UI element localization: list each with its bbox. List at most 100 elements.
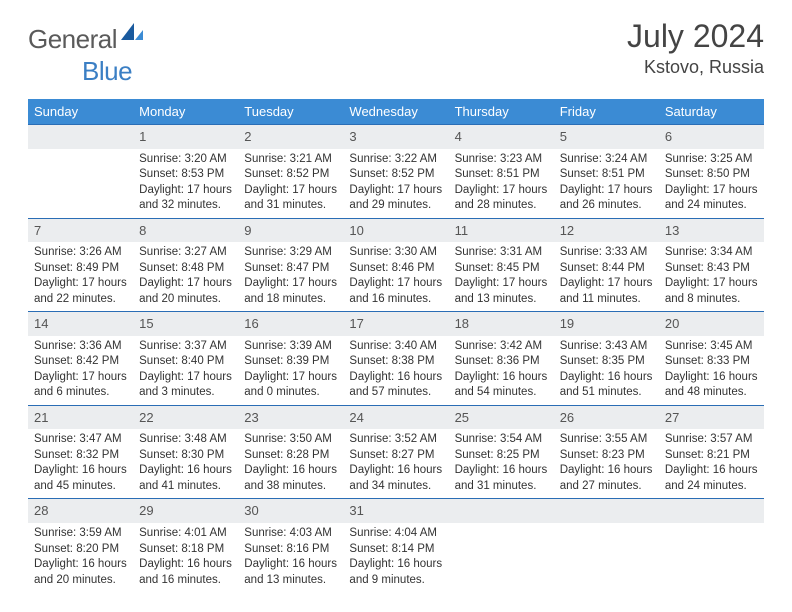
day-body: Sunrise: 3:33 AMSunset: 8:44 PMDaylight:…: [554, 242, 659, 311]
day-number: 14: [28, 312, 133, 336]
sunrise-text: Sunrise: 3:22 AM: [349, 152, 442, 168]
daylight-text: Daylight: 17 hours and 0 minutes.: [244, 370, 337, 401]
day-number: 22: [133, 406, 238, 430]
calendar-week: 7Sunrise: 3:26 AMSunset: 8:49 PMDaylight…: [28, 218, 764, 312]
day-body: Sunrise: 3:59 AMSunset: 8:20 PMDaylight:…: [28, 523, 133, 592]
day-number: 1: [133, 125, 238, 149]
day-number: 13: [659, 219, 764, 243]
day-number: 8: [133, 219, 238, 243]
day-header: Friday: [554, 99, 659, 125]
day-body: Sunrise: 3:20 AMSunset: 8:53 PMDaylight:…: [133, 149, 238, 218]
sunset-text: Sunset: 8:47 PM: [244, 261, 337, 277]
sunset-text: Sunset: 8:23 PM: [560, 448, 653, 464]
day-number: [449, 499, 554, 523]
calendar-cell: [554, 499, 659, 592]
day-body: Sunrise: 3:43 AMSunset: 8:35 PMDaylight:…: [554, 336, 659, 405]
day-body: Sunrise: 4:01 AMSunset: 8:18 PMDaylight:…: [133, 523, 238, 592]
sunset-text: Sunset: 8:51 PM: [455, 167, 548, 183]
day-body: Sunrise: 3:31 AMSunset: 8:45 PMDaylight:…: [449, 242, 554, 311]
sunrise-text: Sunrise: 3:57 AM: [665, 432, 758, 448]
day-number: 11: [449, 219, 554, 243]
daylight-text: Daylight: 17 hours and 24 minutes.: [665, 183, 758, 214]
calendar-cell: 29Sunrise: 4:01 AMSunset: 8:18 PMDayligh…: [133, 499, 238, 592]
sunset-text: Sunset: 8:52 PM: [244, 167, 337, 183]
calendar-cell: 3Sunrise: 3:22 AMSunset: 8:52 PMDaylight…: [343, 125, 448, 219]
calendar-cell: 9Sunrise: 3:29 AMSunset: 8:47 PMDaylight…: [238, 218, 343, 312]
day-body: Sunrise: 3:55 AMSunset: 8:23 PMDaylight:…: [554, 429, 659, 498]
calendar-body: 1Sunrise: 3:20 AMSunset: 8:53 PMDaylight…: [28, 125, 764, 593]
sunset-text: Sunset: 8:43 PM: [665, 261, 758, 277]
sunrise-text: Sunrise: 3:42 AM: [455, 339, 548, 355]
day-body: Sunrise: 3:47 AMSunset: 8:32 PMDaylight:…: [28, 429, 133, 498]
sunrise-text: Sunrise: 4:04 AM: [349, 526, 442, 542]
calendar-cell: 20Sunrise: 3:45 AMSunset: 8:33 PMDayligh…: [659, 312, 764, 406]
sunset-text: Sunset: 8:20 PM: [34, 542, 127, 558]
sunset-text: Sunset: 8:44 PM: [560, 261, 653, 277]
calendar-table: SundayMondayTuesdayWednesdayThursdayFrid…: [28, 99, 764, 592]
calendar-cell: 2Sunrise: 3:21 AMSunset: 8:52 PMDaylight…: [238, 125, 343, 219]
logo: General: [28, 24, 145, 55]
day-header: Monday: [133, 99, 238, 125]
day-body: Sunrise: 3:25 AMSunset: 8:50 PMDaylight:…: [659, 149, 764, 218]
day-body: Sunrise: 3:52 AMSunset: 8:27 PMDaylight:…: [343, 429, 448, 498]
daylight-text: Daylight: 16 hours and 57 minutes.: [349, 370, 442, 401]
daylight-text: Daylight: 17 hours and 22 minutes.: [34, 276, 127, 307]
daylight-text: Daylight: 17 hours and 29 minutes.: [349, 183, 442, 214]
calendar-cell: 23Sunrise: 3:50 AMSunset: 8:28 PMDayligh…: [238, 405, 343, 499]
sunrise-text: Sunrise: 3:33 AM: [560, 245, 653, 261]
daylight-text: Daylight: 16 hours and 31 minutes.: [455, 463, 548, 494]
day-header: Tuesday: [238, 99, 343, 125]
calendar-cell: 13Sunrise: 3:34 AMSunset: 8:43 PMDayligh…: [659, 218, 764, 312]
sunrise-text: Sunrise: 3:43 AM: [560, 339, 653, 355]
sunset-text: Sunset: 8:32 PM: [34, 448, 127, 464]
day-header: Wednesday: [343, 99, 448, 125]
sunrise-text: Sunrise: 3:23 AM: [455, 152, 548, 168]
day-number: 15: [133, 312, 238, 336]
calendar-cell: 21Sunrise: 3:47 AMSunset: 8:32 PMDayligh…: [28, 405, 133, 499]
sunset-text: Sunset: 8:28 PM: [244, 448, 337, 464]
day-number: 10: [343, 219, 448, 243]
sunrise-text: Sunrise: 3:31 AM: [455, 245, 548, 261]
sunrise-text: Sunrise: 4:01 AM: [139, 526, 232, 542]
sunset-text: Sunset: 8:49 PM: [34, 261, 127, 277]
day-body: Sunrise: 3:57 AMSunset: 8:21 PMDaylight:…: [659, 429, 764, 498]
day-number: 4: [449, 125, 554, 149]
daylight-text: Daylight: 17 hours and 8 minutes.: [665, 276, 758, 307]
sunset-text: Sunset: 8:48 PM: [139, 261, 232, 277]
calendar-cell: 12Sunrise: 3:33 AMSunset: 8:44 PMDayligh…: [554, 218, 659, 312]
sunrise-text: Sunrise: 3:20 AM: [139, 152, 232, 168]
calendar-cell: [659, 499, 764, 592]
daylight-text: Daylight: 17 hours and 16 minutes.: [349, 276, 442, 307]
daylight-text: Daylight: 16 hours and 48 minutes.: [665, 370, 758, 401]
logo-text-general: General: [28, 24, 117, 55]
logo-sail-icon: [121, 23, 143, 48]
month-title: July 2024: [627, 18, 764, 55]
calendar-cell: 5Sunrise: 3:24 AMSunset: 8:51 PMDaylight…: [554, 125, 659, 219]
day-number: 30: [238, 499, 343, 523]
sunset-text: Sunset: 8:46 PM: [349, 261, 442, 277]
daylight-text: Daylight: 16 hours and 41 minutes.: [139, 463, 232, 494]
sunrise-text: Sunrise: 3:25 AM: [665, 152, 758, 168]
sunrise-text: Sunrise: 3:30 AM: [349, 245, 442, 261]
calendar-cell: 18Sunrise: 3:42 AMSunset: 8:36 PMDayligh…: [449, 312, 554, 406]
day-header: Saturday: [659, 99, 764, 125]
sunset-text: Sunset: 8:30 PM: [139, 448, 232, 464]
daylight-text: Daylight: 16 hours and 16 minutes.: [139, 557, 232, 588]
daylight-text: Daylight: 16 hours and 24 minutes.: [665, 463, 758, 494]
sunrise-text: Sunrise: 3:45 AM: [665, 339, 758, 355]
calendar-cell: 31Sunrise: 4:04 AMSunset: 8:14 PMDayligh…: [343, 499, 448, 592]
sunset-text: Sunset: 8:16 PM: [244, 542, 337, 558]
calendar-cell: [28, 125, 133, 219]
calendar-cell: 14Sunrise: 3:36 AMSunset: 8:42 PMDayligh…: [28, 312, 133, 406]
day-number: 25: [449, 406, 554, 430]
day-number: 12: [554, 219, 659, 243]
sunset-text: Sunset: 8:14 PM: [349, 542, 442, 558]
day-number: 9: [238, 219, 343, 243]
calendar-cell: 25Sunrise: 3:54 AMSunset: 8:25 PMDayligh…: [449, 405, 554, 499]
day-number: 24: [343, 406, 448, 430]
sunset-text: Sunset: 8:42 PM: [34, 354, 127, 370]
calendar-cell: [449, 499, 554, 592]
day-number: 6: [659, 125, 764, 149]
calendar-cell: 28Sunrise: 3:59 AMSunset: 8:20 PMDayligh…: [28, 499, 133, 592]
calendar-cell: 10 Sunrise: 3:30 AMSunset: 8:46 PMDayligh…: [343, 218, 448, 312]
